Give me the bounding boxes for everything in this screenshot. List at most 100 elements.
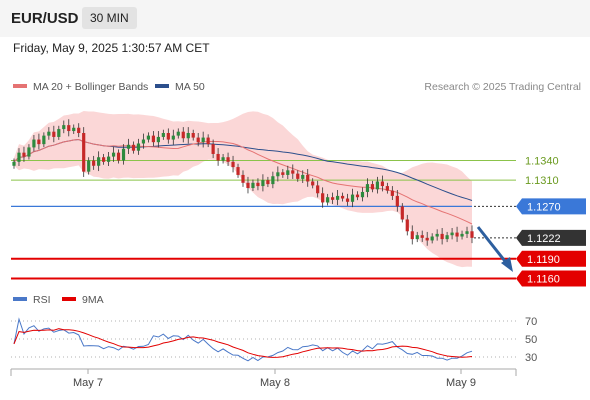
candle-body <box>455 232 459 237</box>
candle <box>126 138 131 155</box>
candle-body <box>291 170 295 174</box>
candle-body <box>316 185 320 194</box>
candle-body <box>17 152 21 162</box>
candle <box>375 176 380 194</box>
timeframe-badge[interactable]: 30 MIN <box>82 7 137 29</box>
candle <box>266 176 270 188</box>
candle <box>440 228 444 245</box>
candle-body <box>355 194 360 198</box>
candle-body <box>136 143 141 151</box>
candle <box>450 228 454 240</box>
candle-body <box>42 135 46 145</box>
symbol-label: EUR/USD <box>11 10 79 27</box>
candle-body <box>311 181 315 186</box>
candle-body <box>430 236 434 241</box>
candle-body <box>166 133 170 140</box>
candle <box>470 225 474 244</box>
candle-body <box>211 144 215 154</box>
candle <box>261 174 265 192</box>
ma50-legend-swatch <box>155 84 169 88</box>
candle <box>32 134 36 152</box>
candle-body <box>445 235 449 240</box>
candle-body <box>435 233 439 237</box>
x-label-1: May 8 <box>260 377 290 389</box>
candle-body <box>176 131 180 136</box>
candle-body <box>87 160 91 172</box>
candle-body <box>131 144 136 151</box>
candle-body <box>141 139 146 144</box>
candle-body <box>111 152 116 157</box>
candle <box>111 146 116 162</box>
candle-body <box>365 184 370 192</box>
candle <box>321 187 325 208</box>
resistance-1-label: 1.1310 <box>525 175 559 187</box>
candle-body <box>420 235 424 238</box>
candle <box>420 230 424 242</box>
candle-body <box>460 233 464 237</box>
candle-body <box>261 180 265 187</box>
candle-body <box>171 135 175 140</box>
candle <box>311 178 315 189</box>
candle-body <box>22 152 26 157</box>
candle <box>241 170 245 187</box>
candle-body <box>360 191 365 198</box>
candle <box>166 128 170 144</box>
candle-body <box>12 161 16 166</box>
header-bar: EUR/USD 30 MIN <box>0 0 590 37</box>
candle <box>97 151 101 172</box>
candle-body <box>385 186 389 191</box>
candle-body <box>405 219 409 232</box>
candle <box>196 133 200 147</box>
candle <box>340 192 345 202</box>
candle-body <box>380 181 384 187</box>
candle <box>92 155 96 170</box>
candle-body <box>126 144 131 149</box>
support-2-label: 1.1160 <box>527 273 560 285</box>
moving-averages <box>13 138 473 225</box>
rsi-lines <box>13 317 473 362</box>
candle-body <box>146 135 151 140</box>
pivot-label: 1.1270 <box>527 201 561 213</box>
candle <box>326 193 330 206</box>
candle <box>306 169 310 187</box>
candle <box>77 123 81 138</box>
level-labels: 1.1340 1.1310 1.1270 1.1222 1.1190 1.1160 <box>516 156 586 287</box>
candle <box>47 127 51 140</box>
ma20-line <box>13 138 473 225</box>
candle <box>216 148 220 166</box>
candle <box>405 214 409 236</box>
candle-body <box>102 157 106 162</box>
candle-body <box>276 172 280 177</box>
candle-body <box>415 235 419 240</box>
rsi-ma-legend-swatch <box>62 297 76 301</box>
candle-body <box>216 153 220 161</box>
candle-body <box>236 167 240 175</box>
candle <box>201 131 205 148</box>
forecast-arrow-icon <box>476 226 513 272</box>
candlesticks <box>12 119 474 246</box>
candle-body <box>296 173 300 179</box>
candle <box>67 119 71 137</box>
candle <box>102 153 106 165</box>
candle <box>370 180 375 193</box>
candle <box>231 155 235 173</box>
rsi-tick-50: 50 <box>525 334 537 346</box>
candle-body <box>400 206 404 220</box>
candle <box>206 134 210 148</box>
candle <box>82 127 86 177</box>
candle-body <box>92 160 96 166</box>
candle <box>390 186 394 201</box>
candle <box>42 132 46 148</box>
candle-body <box>82 133 86 172</box>
candle <box>236 163 240 178</box>
candle <box>271 171 275 189</box>
candle <box>221 153 225 164</box>
candle-body <box>246 182 250 189</box>
candle <box>131 141 136 154</box>
candle <box>345 193 350 206</box>
candle <box>455 226 459 242</box>
candle <box>181 127 185 143</box>
candle <box>57 125 61 140</box>
